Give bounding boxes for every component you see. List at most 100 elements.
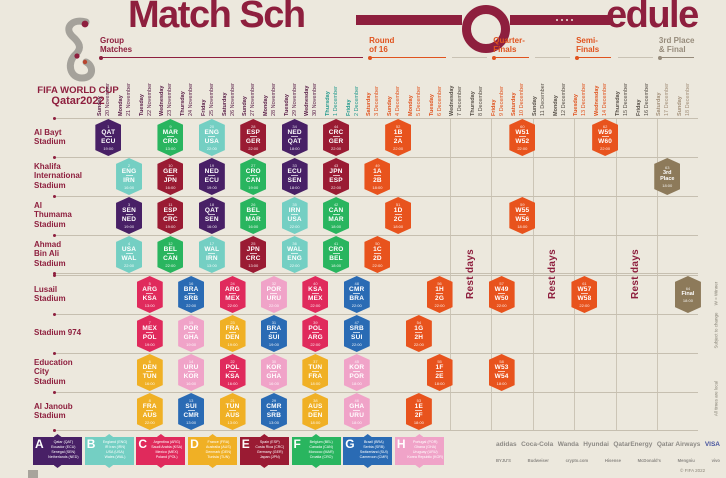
date-day: Thursday [180,91,187,116]
team-code: MEX [142,324,158,332]
match-number: 14 [188,358,194,364]
match-number: 6 [148,358,151,364]
qatar2022-wordmark: Qatar2022 [51,95,105,107]
legend-tab [156,465,165,468]
date-value: 20 November [105,82,112,116]
team-code: W51 [515,128,530,136]
match-label: Place [660,175,675,182]
date-day: Monday [118,95,125,116]
group-teams: Belgium (BEL) Canada (CAN) Morocco (MAR)… [308,440,334,459]
team-code: GER [163,167,178,175]
team-code: IRN [205,254,218,262]
match-badge: 19 NED ECU 19:00 [198,158,225,195]
stadium-label-1: Khalifa International Stadium [34,162,83,190]
match-badge: 29 CMR SRB 13:00 [260,393,287,430]
match-number: 18 [209,201,215,207]
sponsor-row-primary: adidas Coca-Cola Wanda Hyundai QatarEnergy Qa… [496,438,720,450]
kickoff-time: 18:00 [289,145,300,151]
kickoff-time: 16:00 [227,380,238,386]
stadium-label-4: Lusail Stadium [34,284,66,303]
row-separator-line [56,118,698,119]
date-day: Thursday [614,91,621,116]
versus-separator [394,136,402,137]
kickoff-time: 13:00 [227,419,238,425]
date-value: 14 December [602,82,609,116]
match-number: 57 [499,280,504,286]
match-badge: 3 SEN NED 19:00 [116,197,143,234]
versus-separator [415,410,423,411]
versus-separator [394,214,402,215]
kickoff-time: 22:00 [351,341,362,347]
team-code: CRO [245,167,261,175]
group-letter: H [396,437,406,451]
phase-line-4 [658,57,695,59]
phase-label-4: 3rd Place & Final [658,36,695,54]
team-code: SEN [287,176,302,184]
match-badge: 20 ENG USA 22:00 [198,119,225,156]
match-badge: 30 KOR GHA 16:00 [260,354,287,391]
match-badge: 17 WAL IRN 13:00 [198,236,225,273]
team-code: KOR [183,372,199,380]
date-column: Sunday 20 November [96,60,114,116]
kickoff-time: 13:00 [165,145,176,151]
match-badge: 18 QAT SEN 16:00 [198,197,225,234]
kickoff-time: 22:00 [413,341,424,347]
kickoff-time: 22:00 [331,184,342,190]
match-badge: 7 MEX POL 19:00 [136,315,163,352]
kickoff-time: 22:00 [206,145,217,151]
team-code: W58 [577,294,592,302]
team-code: MAR [328,215,344,223]
phase-label-2: Quarter- Finals [493,36,525,54]
versus-separator [187,293,195,294]
team-code: SUI [268,333,280,341]
cropped-legend-mark [28,470,38,478]
match-badge: 37 TUN FRA 18:00 [302,354,329,391]
kickoff-time: 22:00 [248,145,259,151]
phase-line-dot-1 [368,55,373,60]
match-badge: 13 SUI CMR 13:00 [178,393,205,430]
kickoff-time: 18:00 [331,223,342,229]
date-column: Wednesday 7 December [448,60,466,116]
date-column: Wednesday 14 December [593,60,611,116]
date-value: 1 December [333,86,340,116]
legend-tab [260,434,269,437]
date-value: 30 November [312,82,319,116]
match-number: 49 [375,162,380,168]
match-badge: 12 BEL CAN 22:00 [157,236,184,273]
team-code: BEL [329,254,343,262]
versus-separator [353,371,361,372]
date-value: 18 December [684,82,691,116]
versus-separator [249,175,257,176]
team-code: NED [121,215,137,223]
team-code: 2B [373,176,382,184]
match-number: 39 [313,319,318,325]
match-number: 4 [127,240,131,246]
kickoff-time: 18:00 [351,380,362,386]
match-number: 22 [230,358,235,364]
team-code: 1A [373,167,382,175]
team-code: KSA [308,285,323,293]
kickoff-time: 22:00 [227,302,238,308]
team-code: USA [204,137,219,145]
row-separator-line [56,314,698,315]
sponsor-logo: Coca-Cola [521,440,554,448]
match-number: 61 [582,280,587,286]
legend-tab [415,465,424,468]
row-separator-line [56,353,698,354]
match-badge: 1 QAT ECU 19:00 [95,119,122,156]
team-code: TUN [142,372,157,380]
versus-separator [166,175,174,176]
versus-separator [291,214,299,215]
kickoff-time: 18:00 [310,380,321,386]
versus-separator [270,371,278,372]
date-value: 21 November [126,82,133,116]
phase-label-0: Group Matches [100,36,133,54]
match-badge: 40 KSA MEX 22:00 [302,276,329,313]
kickoff-time: 22:00 [496,302,507,308]
match-number: 25 [251,240,256,246]
kickoff-time: 22:00 [144,419,155,425]
kickoff-time: 16:00 [165,184,176,190]
kickoff-time: 22:00 [393,145,404,151]
kickoff-time: 19:00 [248,184,259,190]
team-code: GHA [266,372,282,380]
